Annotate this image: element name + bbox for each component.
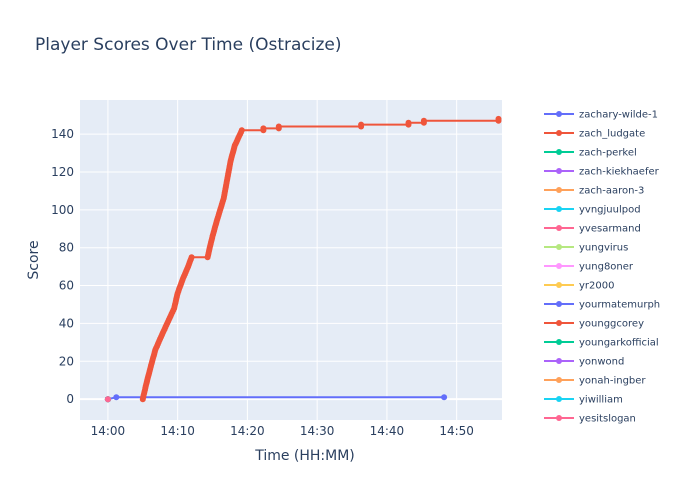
legend-marker (556, 301, 562, 307)
y-tick-label: 60 (59, 279, 74, 293)
legend-marker (556, 415, 562, 421)
x-axis-title: Time (HH:MM) (254, 448, 355, 464)
legend-marker (556, 111, 562, 117)
data-point (260, 125, 267, 132)
legend-marker (556, 244, 562, 250)
legend-marker (556, 358, 562, 364)
legend-item[interactable]: yungvirus (579, 243, 628, 254)
legend-item[interactable]: yonah-ingber (579, 376, 646, 387)
x-tick-labels: 14:00 14:10 14:20 14:30 14:40 14:50 (91, 424, 474, 438)
legend-marker (556, 396, 562, 402)
series-points (104, 115, 502, 403)
legend-item[interactable]: zach_ludgate (579, 129, 645, 140)
legend-marker (556, 149, 562, 155)
data-point (187, 256, 194, 263)
legend-marker (556, 168, 562, 174)
x-tick-label: 14:40 (370, 424, 405, 438)
y-tick-label: 100 (51, 203, 74, 217)
data-point (104, 396, 111, 403)
legend-item[interactable]: yourmatemurph (579, 300, 660, 311)
legend-item[interactable]: yvngjuulpod (579, 205, 641, 216)
legend-marker (556, 225, 562, 231)
x-tick-label: 14:30 (300, 424, 335, 438)
data-point (405, 119, 412, 126)
y-tick-labels: 0 20 40 60 80 100 120 140 (51, 127, 74, 406)
data-point (275, 123, 282, 130)
legend-marker (556, 206, 562, 212)
x-tick-label: 14:00 (91, 424, 126, 438)
legend-item[interactable]: yiwilliam (579, 395, 623, 406)
y-tick-label: 0 (66, 392, 74, 406)
legend-item[interactable]: zach-perkel (579, 148, 637, 159)
legend-marker (556, 263, 562, 269)
y-tick-label: 140 (51, 127, 74, 141)
data-point (238, 129, 244, 136)
y-axis-title: Score (26, 240, 42, 279)
legend-item[interactable]: zachary-wilde-1 (579, 110, 658, 121)
legend-marker (556, 320, 562, 326)
legend-item[interactable]: zach-kiekhaefer (579, 167, 660, 178)
y-tick-label: 80 (59, 241, 74, 255)
data-point (420, 117, 427, 124)
legend[interactable]: zachary-wilde-1 zach_ludgate zach-perkel za… (544, 110, 660, 425)
legend-item[interactable]: youngarkofficial (579, 338, 659, 349)
x-tick-label: 14:20 (230, 424, 265, 438)
gridlines (80, 100, 502, 420)
data-point (441, 394, 448, 401)
legend-marker (556, 339, 562, 345)
y-tick-label: 40 (59, 316, 74, 330)
legend-item[interactable]: yesitslogan (579, 414, 636, 425)
legend-marker (556, 282, 562, 288)
legend-item[interactable]: yr2000 (579, 281, 614, 292)
legend-marker (556, 130, 562, 136)
legend-item[interactable]: zach-aaron-3 (579, 186, 644, 197)
legend-marker (556, 187, 562, 193)
legend-item[interactable]: yonwond (579, 357, 624, 368)
data-point (358, 121, 365, 128)
legend-item[interactable]: younggcorey (579, 319, 644, 330)
y-tick-label: 20 (59, 354, 74, 368)
x-tick-label: 14:10 (160, 424, 195, 438)
legend-item[interactable]: yvesarmand (579, 224, 641, 235)
chart-title: Player Scores Over Time (Ostracize) (35, 35, 342, 55)
data-point (495, 115, 502, 122)
y-tick-label: 120 (51, 165, 74, 179)
legend-item[interactable]: yung8oner (579, 262, 634, 273)
data-point (113, 394, 120, 401)
legend-marker (556, 377, 562, 383)
plot-area (80, 100, 502, 420)
x-tick-label: 14:50 (439, 424, 474, 438)
